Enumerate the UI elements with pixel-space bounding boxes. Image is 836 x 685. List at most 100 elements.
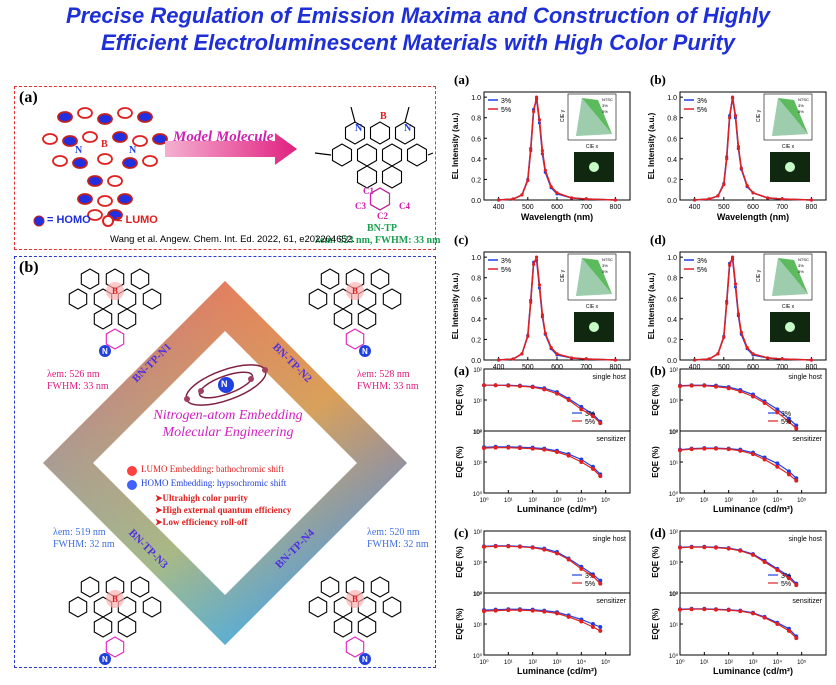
data-point [506, 445, 511, 450]
x-tick-label: 600 [747, 364, 759, 371]
data-point [555, 611, 559, 616]
bntp-ring [394, 121, 416, 145]
n3-lambda: λem: 519 nm [53, 527, 106, 538]
y-tick-label: 10¹ [473, 623, 482, 629]
x-tick-label: 10⁴ [577, 497, 587, 504]
inset-ylabel: CIE y [756, 269, 762, 282]
y-tick-label: 0.0 [667, 198, 677, 205]
subplot-label: sensitizer [792, 598, 822, 605]
y-tick-label: 0.2 [471, 177, 481, 184]
label-c4: C4 [399, 201, 410, 211]
mini-ring [142, 288, 162, 310]
y-tick-label: 10² [669, 368, 678, 374]
n4-fwhm: FWHM: 32 nm [367, 539, 429, 550]
y-axis-label: EQE (%) [651, 446, 660, 478]
x-tick-label: 10³ [553, 660, 562, 666]
data-point [590, 414, 595, 419]
atom-b-mini: B [352, 286, 358, 296]
arrow-text: Model Molecule [173, 129, 274, 145]
bullet-1: ➤Ultrahigh color purity [155, 493, 248, 503]
x-tick-label: 10² [528, 660, 537, 666]
inset-frame [763, 93, 813, 141]
subplot-label: sensitizer [596, 598, 626, 605]
data-point [584, 357, 588, 361]
orbital-lobe [77, 107, 93, 119]
data-point [794, 426, 799, 431]
data-point [613, 358, 617, 362]
y-tick-label: 10² [473, 592, 482, 598]
legend-label: 3% [781, 411, 791, 418]
device-glow [785, 162, 795, 172]
data-point [590, 625, 595, 630]
data-point [780, 197, 784, 201]
y-tick-label: 0.6 [667, 136, 677, 143]
subplot-label: single host [789, 374, 823, 381]
n-atom-icon [359, 653, 371, 665]
lumo-line: LUMO Embedding: bathochromic shift [141, 464, 284, 474]
data-point [542, 547, 547, 552]
data-point [543, 331, 547, 335]
y-tick-label: 0.6 [471, 136, 481, 143]
x-tick-label: 10¹ [700, 660, 709, 666]
n2-lambda: λem: 528 nm [357, 369, 410, 380]
n3-info: λem: 519 nm FWHM: 32 nm [53, 527, 115, 551]
orbital-lobe [87, 209, 103, 221]
inset-legend: 5% [798, 109, 804, 114]
tbu-bond [350, 106, 356, 123]
legend-label: 3% [501, 258, 511, 265]
x-tick-label: 700 [776, 204, 788, 211]
legend-label: 3% [501, 98, 511, 105]
n2-fwhm: FWHM: 33 nm [357, 381, 419, 392]
data-point [738, 548, 743, 553]
x-tick-label: 10⁵ [601, 497, 611, 504]
data-point [590, 622, 595, 626]
inset-legend: 5% [798, 269, 804, 274]
x-axis-label: Luminance (cd/m²) [517, 504, 597, 514]
atom-b-mini: B [112, 594, 118, 604]
y-tick-label: 1.0 [667, 95, 677, 102]
data-point [745, 184, 749, 188]
y-tick-label: 0.4 [471, 157, 481, 164]
bntp-ring [331, 143, 353, 167]
subplot-label: single host [789, 536, 823, 543]
x-tick-label: 400 [493, 364, 505, 371]
x-axis-label: Luminance (cd/m²) [713, 504, 793, 514]
inset-legend: 3% [602, 263, 608, 268]
orbital-lobe [52, 155, 68, 167]
n3-fwhm: FWHM: 32 nm [53, 539, 115, 550]
y-axis-label: EQE (%) [651, 546, 660, 578]
data-point [534, 95, 539, 99]
y-tick-label: 10⁰ [669, 653, 679, 660]
eqe-chart: (c) single host 10⁰ 10¹ 10² EQE (%) 3%5% sensit… [454, 525, 631, 676]
data-point [693, 198, 697, 202]
inset-ylabel: CIE y [560, 269, 566, 282]
data-point [713, 446, 718, 451]
bntp-ring [381, 165, 403, 189]
data-point [693, 358, 697, 362]
y-tick-label: 10⁰ [473, 591, 483, 598]
x-tick-label: 10⁴ [577, 659, 587, 666]
x-tick-label: 10² [724, 660, 733, 666]
data-point [537, 283, 542, 287]
molecule-name: BN-TP [367, 223, 397, 234]
orbital-lobe [132, 135, 148, 147]
atom-b-mini: B [112, 286, 118, 296]
data-point [745, 346, 749, 350]
data-point [775, 407, 780, 412]
lumo-dot-icon [127, 466, 137, 476]
mini-ring [320, 268, 340, 290]
orbital-lobe [122, 157, 138, 169]
data-point [598, 628, 603, 633]
data-point [566, 453, 571, 458]
data-point [529, 300, 533, 304]
label-c2: C2 [377, 211, 388, 221]
data-point [598, 474, 603, 479]
data-point [482, 609, 486, 614]
legend-label: 5% [501, 267, 511, 274]
orbital-lobe [62, 135, 78, 147]
data-point [786, 472, 791, 477]
x-tick-label: 800 [610, 204, 622, 211]
data-point [786, 419, 791, 424]
